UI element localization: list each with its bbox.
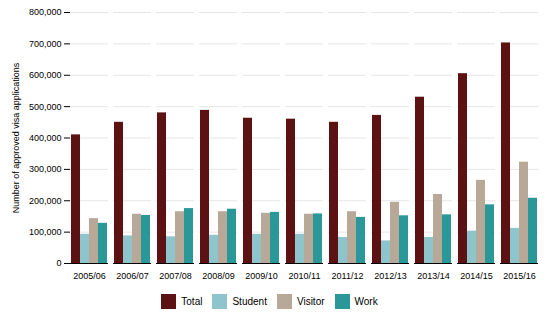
svg-text:2006/07: 2006/07 bbox=[116, 271, 149, 281]
svg-text:2005/06: 2005/06 bbox=[73, 271, 106, 281]
svg-text:0: 0 bbox=[56, 258, 61, 268]
html-text:Work: Work bbox=[354, 296, 378, 307]
svg-text:Number of approved visa applic: Number of approved visa applications bbox=[11, 62, 21, 213]
svg-text:100,000: 100,000 bbox=[29, 227, 62, 237]
svg-text:2009/10: 2009/10 bbox=[245, 271, 278, 281]
svg-text:800,000: 800,000 bbox=[29, 7, 62, 17]
svg-text:2007/08: 2007/08 bbox=[159, 271, 192, 281]
svg-text:2014/15: 2014/15 bbox=[460, 271, 493, 281]
svg-text:400,000: 400,000 bbox=[29, 133, 62, 143]
svg-text:2010/11: 2010/11 bbox=[289, 271, 321, 281]
svg-text:2008/09: 2008/09 bbox=[202, 271, 235, 281]
svg-text:2015/16: 2015/16 bbox=[503, 271, 536, 281]
svg-text:700,000: 700,000 bbox=[29, 39, 62, 49]
svg-text:200,000: 200,000 bbox=[29, 196, 62, 206]
svg-text:500,000: 500,000 bbox=[29, 102, 62, 112]
svg-text:2011/12: 2011/12 bbox=[332, 271, 364, 281]
html-text:Student: Student bbox=[232, 296, 267, 307]
html-text:Visitor: Visitor bbox=[296, 296, 325, 307]
svg-text:300,000: 300,000 bbox=[29, 164, 62, 174]
html-text:Total: Total bbox=[181, 296, 203, 307]
svg-text:2012/13: 2012/13 bbox=[374, 271, 407, 281]
svg-text:2013/14: 2013/14 bbox=[417, 271, 450, 281]
svg-text:600,000: 600,000 bbox=[29, 70, 62, 80]
